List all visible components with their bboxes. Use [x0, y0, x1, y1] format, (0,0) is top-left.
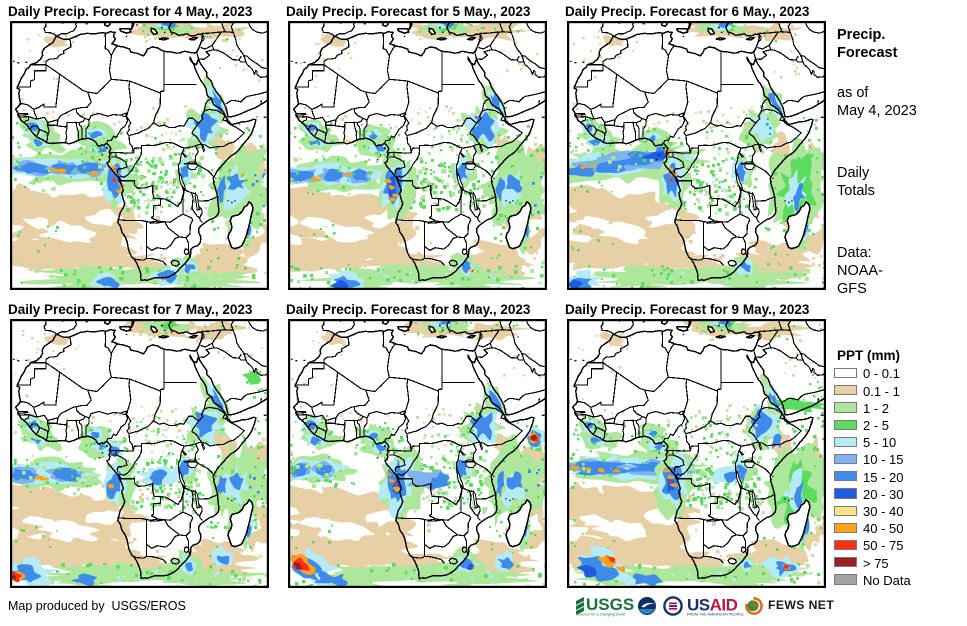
svg-text:USAID: USAID — [687, 596, 738, 615]
svg-text:FEWS NET: FEWS NET — [768, 598, 834, 612]
svg-text:FROM THE AMERICAN PEOPLE: FROM THE AMERICAN PEOPLE — [687, 613, 744, 617]
svg-text:USGS: USGS — [586, 595, 634, 614]
svg-text:science for a changing world: science for a changing world — [577, 613, 626, 617]
